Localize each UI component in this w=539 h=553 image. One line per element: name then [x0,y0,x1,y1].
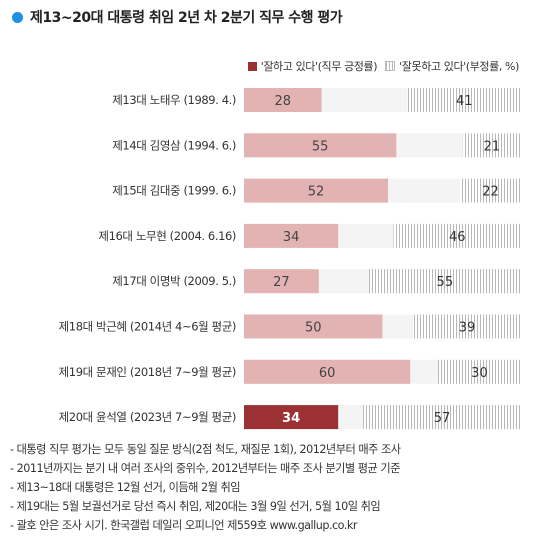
negative-bar [393,223,521,248]
footnote-line: - 괄호 안은 조사 시기. 한국갤럽 데일리 오피니언 제559호 www.g… [10,519,357,532]
negative-bar [460,178,521,203]
positive-bar [244,133,397,158]
footnote-line: - 대통령 직무 평가는 모두 동일 질문 방식(2점 척도, 재질문 1회),… [10,443,401,456]
footnotes: - 대통령 직무 평가는 모두 동일 질문 방식(2점 척도, 재질문 1회),… [10,440,401,535]
title-row: 제13~20대 대통령 취임 2년 차 2분기 직무 수행 평가 [12,7,343,27]
legend-positive-swatch [247,61,257,71]
positive-bar [244,405,339,430]
category-label: 제19대 문재인 (2018년 7~9월 평균) [59,365,236,379]
positive-bar [244,223,339,248]
positive-value-label: 52 [308,185,325,200]
footnote-line: - 제19대는 5월 보궐선거로 당선 즉시 취임, 제20대는 3월 9일 선… [10,500,381,513]
negative-bar [437,359,521,384]
positive-value-label: 34 [282,411,300,426]
legend-positive-label: '잘하고 있다'(직무 긍정률) [260,60,378,73]
category-label: 제20대 윤석열 (2023년 7~9월 평균) [59,410,236,424]
footnote-line: - 제13~18대 대통령은 12월 선거, 이듬해 2월 취임 [10,481,241,494]
category-label: 제17대 이명박 (2009. 5.) [112,274,236,288]
footnote-line: - 2011년까지는 분기 내 여러 조사의 중위수, 2012년부터는 매주 … [10,462,400,475]
legend-negative-label: '잘못하고 있다'(부정률, %) [399,60,519,73]
positive-value-label: 55 [312,139,329,154]
negative-value-label: 55 [437,275,454,290]
positive-value-label: 34 [283,230,300,245]
negative-bar [407,88,521,112]
negative-bar [412,314,521,339]
positive-bar [244,88,322,112]
negative-value-label: 30 [471,366,488,381]
negative-value-label: 41 [456,94,473,109]
negative-value-label: 22 [482,185,499,200]
legend-negative-swatch [385,61,396,71]
positive-value-label: 60 [319,366,336,381]
category-label: 제14대 김영삼 (1994. 6.) [112,138,236,152]
positive-value-label: 28 [275,94,292,109]
positive-bar [244,359,411,384]
category-label: 제16대 노무현 (2004. 6.16) [98,229,236,243]
legend: '잘하고 있다'(직무 긍정률) '잘못하고 있다'(부정률, %) [247,58,519,74]
negative-bar [368,269,521,294]
category-label: 제18대 박근혜 (2014년 4~6월 평균) [59,320,236,334]
bullet-dot-icon [12,11,23,23]
category-label: 제13대 노태우 (1989. 4.) [112,93,236,107]
positive-bar [244,314,383,339]
negative-bar [462,133,521,158]
positive-value-label: 27 [273,275,290,290]
negative-value-label: 46 [449,230,466,245]
category-label: 제15대 김대중 (1999. 6.) [112,184,236,198]
positive-value-label: 50 [305,321,322,336]
negative-value-label: 57 [434,411,451,426]
bar-chart: 제13대 노태우 (1989. 4.) 28 41 제14대 김영삼 (1994. 6… [59,88,521,430]
negative-value-label: 21 [484,139,501,154]
positive-bar [244,269,319,294]
negative-bar [363,405,521,430]
chart-title: 제13~20대 대통령 취임 2년 차 2분기 직무 수행 평가 [30,10,343,26]
negative-value-label: 39 [459,321,476,336]
positive-bar [244,178,389,203]
